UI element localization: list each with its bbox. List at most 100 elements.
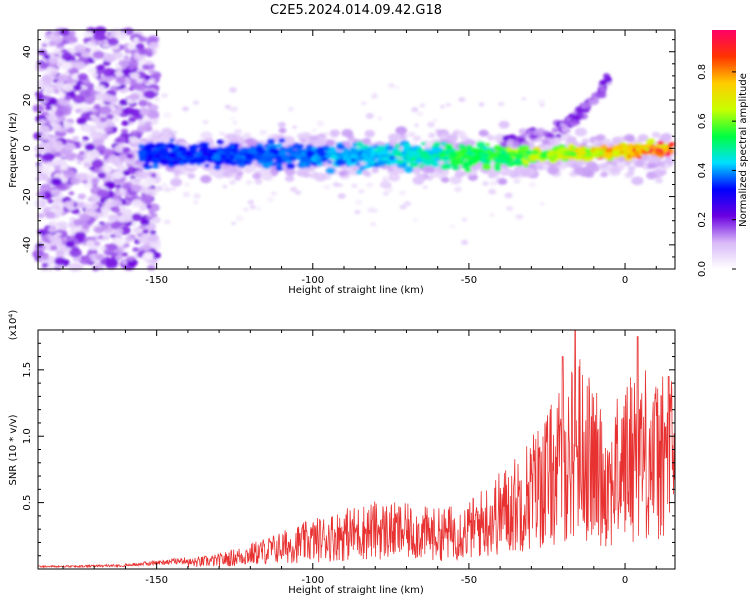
- spectral-blob: [89, 114, 96, 119]
- spectral-blob: [142, 79, 149, 84]
- spectral-blob: [45, 105, 53, 111]
- colorbar-gradient: [712, 30, 736, 269]
- spectral-blob: [432, 153, 438, 158]
- spectral-blob: [48, 226, 57, 233]
- spectral-blob: [161, 93, 168, 98]
- spectral-blob: [625, 146, 634, 152]
- spectral-blob: [582, 102, 591, 108]
- spectral-blob: [130, 130, 138, 135]
- spectral-blob: [403, 165, 414, 174]
- spectral-blob: [481, 163, 492, 171]
- spectral-blob: [478, 102, 485, 107]
- spectral-blob: [346, 154, 352, 158]
- spectral-blob: [100, 205, 112, 214]
- spectral-blob: [47, 198, 54, 204]
- spectral-blob: [88, 194, 100, 203]
- spectral-blob: [448, 151, 458, 159]
- spectral-blob: [107, 214, 119, 222]
- spectral-blob: [38, 124, 51, 134]
- spectral-blob: [400, 150, 407, 155]
- spectral-blob: [92, 50, 105, 59]
- spectral-blob: [571, 119, 578, 124]
- spectral-blob: [69, 235, 75, 240]
- spectral-blob: [140, 218, 150, 226]
- spectral-blob: [141, 64, 150, 70]
- spectral-blob: [105, 182, 115, 189]
- spectral-blob: [51, 140, 63, 149]
- spectral-blob: [232, 121, 238, 125]
- spectral-blob: [371, 167, 379, 174]
- spectral-blob: [76, 160, 83, 165]
- spectral-blob: [135, 43, 145, 50]
- colorbar-tick-label: 0.0: [697, 261, 708, 277]
- spectral-blob: [552, 126, 558, 131]
- spectral-blob: [126, 153, 133, 159]
- spectral-blob: [537, 99, 546, 105]
- spectral-blob: [136, 79, 143, 84]
- spectral-blob: [79, 213, 91, 222]
- spectral-blob: [351, 183, 358, 189]
- spectral-blob: [105, 121, 115, 128]
- spectral-blob: [555, 146, 562, 151]
- spectral-blob: [426, 166, 435, 174]
- spectral-blob: [449, 175, 462, 185]
- spectral-blob: [521, 97, 527, 101]
- spectral-blob: [150, 149, 158, 155]
- spectral-blob: [555, 133, 562, 138]
- spectral-blob: [607, 147, 613, 152]
- spectral-blob: [50, 245, 58, 251]
- spectral-blob: [60, 164, 69, 171]
- spectral-blob: [99, 246, 106, 251]
- spectral-blob: [137, 149, 147, 156]
- spectral-blob: [147, 110, 160, 119]
- spectral-blob: [124, 49, 131, 54]
- spectral-blob: [79, 102, 89, 110]
- spectral-blob: [316, 120, 325, 127]
- spectral-blob: [276, 143, 283, 149]
- spectral-blob: [541, 139, 550, 145]
- spectral-blob: [412, 217, 419, 222]
- spectral-blob: [76, 201, 86, 209]
- spectrogram-ytick-label: -20: [22, 188, 33, 204]
- spectral-blob: [149, 230, 157, 235]
- spectral-blob: [227, 165, 236, 171]
- spectral-blob: [94, 241, 101, 246]
- spectral-blob: [301, 157, 307, 162]
- spectral-blob: [40, 133, 51, 141]
- spectral-blob: [539, 154, 548, 160]
- spectral-blob: [518, 138, 524, 143]
- snr-scale-label: (x10⁴): [8, 310, 19, 341]
- spectral-blob: [106, 159, 113, 164]
- spectral-blob: [465, 155, 472, 161]
- spectral-blob: [409, 151, 417, 157]
- spectral-blob: [454, 170, 465, 178]
- spectral-blob: [290, 186, 298, 192]
- spectral-blob: [163, 112, 172, 118]
- spectral-blob: [44, 33, 54, 40]
- spectral-blob: [316, 161, 323, 167]
- spectral-blob: [446, 134, 458, 143]
- colorbar-tick-label: 0.2: [697, 212, 708, 228]
- spectral-blob: [419, 164, 425, 169]
- spectral-blob: [97, 189, 110, 198]
- spectral-blob: [57, 80, 65, 86]
- spectrogram-ylabel: Frequency (Hz): [8, 112, 19, 188]
- spectral-blob: [300, 151, 307, 156]
- spectrogram-ytick-label: 0: [22, 145, 33, 151]
- spectral-blob: [327, 160, 333, 164]
- spectral-blob: [569, 151, 578, 157]
- spectral-blob: [116, 212, 123, 217]
- spectral-blob: [355, 162, 361, 167]
- spectral-blob: [64, 142, 76, 151]
- spectral-blob: [88, 166, 95, 171]
- spectral-blob: [123, 107, 135, 116]
- spectral-blob: [628, 152, 635, 157]
- spectral-blob: [612, 144, 621, 152]
- spectral-blob: [54, 257, 66, 266]
- spectral-blob: [144, 75, 152, 81]
- spectral-blob: [152, 163, 160, 169]
- spectral-blob: [292, 125, 298, 129]
- spectral-blob: [222, 170, 231, 177]
- spectral-blob: [528, 130, 536, 136]
- snr-line-series: [37, 329, 676, 569]
